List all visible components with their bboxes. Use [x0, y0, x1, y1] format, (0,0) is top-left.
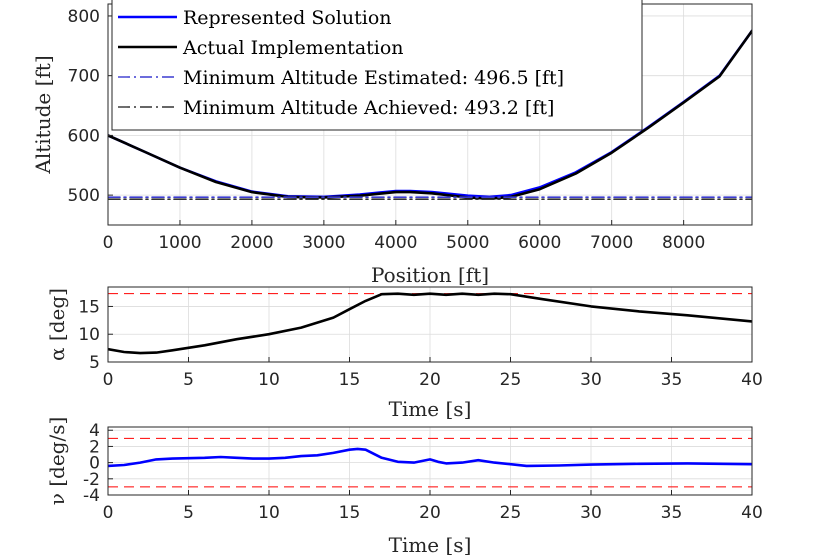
x-axis-label: Time [s]	[389, 533, 472, 556]
x-tick-label: 25	[500, 503, 522, 523]
x-tick-label: 35	[661, 503, 683, 523]
legend-label: Minimum Altitude Achieved: 493.2 [ft]	[183, 97, 554, 119]
y-tick-label: 800	[68, 7, 100, 27]
x-axis-label: Time [s]	[389, 397, 472, 421]
x-tick-label: 35	[661, 370, 683, 390]
legend: Represented Solution Actual Implementatio…	[111, 0, 643, 131]
legend-label: Minimum Altitude Estimated: 496.5 [ft]	[183, 67, 564, 89]
legend-label: Represented Solution	[183, 7, 392, 29]
x-tick-label: 2000	[230, 233, 273, 253]
x-tick-label: 40	[741, 370, 763, 390]
y-tick-label: 5	[89, 353, 100, 373]
x-tick-label: 40	[741, 503, 763, 523]
x-tick-label: 10	[258, 503, 280, 523]
x-tick-label: 5000	[446, 233, 489, 253]
x-tick-label: 30	[580, 370, 602, 390]
x-axis-label: Position [ft]	[371, 263, 489, 287]
plot-area	[108, 437, 752, 488]
x-tick-label: 5	[183, 503, 194, 523]
series-line-1	[108, 29, 752, 200]
plot-area	[108, 29, 752, 200]
x-tick-label: 30	[580, 503, 602, 523]
x-tick-label: 7000	[590, 233, 633, 253]
x-tick-label: 8000	[662, 233, 705, 253]
legend-box	[111, 0, 643, 131]
y-tick-label: -2	[83, 470, 100, 490]
y-axis-label: Altitude [ft]	[31, 55, 55, 174]
y-tick-label: 4	[89, 421, 100, 441]
x-tick-label: 1000	[158, 233, 201, 253]
y-tick-label: 600	[68, 126, 100, 146]
series-line-0	[108, 292, 752, 355]
y-tick-label: 700	[68, 67, 100, 87]
x-tick-label: 3000	[302, 233, 345, 253]
y-tick-label: 2	[89, 437, 100, 457]
x-tick-label: 20	[419, 370, 441, 390]
plot-area	[108, 292, 752, 355]
x-tick-label: 0	[103, 370, 114, 390]
series-line-0	[108, 447, 752, 468]
x-tick-label: 15	[339, 503, 361, 523]
y-tick-label: -4	[83, 486, 100, 506]
y-tick-label: 10	[78, 325, 100, 345]
x-tick-label: 10	[258, 370, 280, 390]
x-tick-label: 20	[419, 503, 441, 523]
y-tick-label: 0	[89, 454, 100, 474]
legend-label: Actual Implementation	[182, 37, 404, 59]
x-tick-label: 6000	[518, 233, 561, 253]
y-tick-label: 15	[78, 297, 100, 317]
x-tick-label: 5	[183, 370, 194, 390]
x-tick-label: 4000	[374, 233, 417, 253]
y-axis-label: α [deg]	[45, 288, 69, 361]
x-tick-label: 15	[339, 370, 361, 390]
x-tick-label: 0	[103, 233, 114, 253]
y-axis-label: ν [deg/s]	[45, 417, 69, 506]
y-tick-label: 500	[68, 186, 100, 206]
x-tick-label: 25	[500, 370, 522, 390]
x-tick-label: 0	[103, 503, 114, 523]
